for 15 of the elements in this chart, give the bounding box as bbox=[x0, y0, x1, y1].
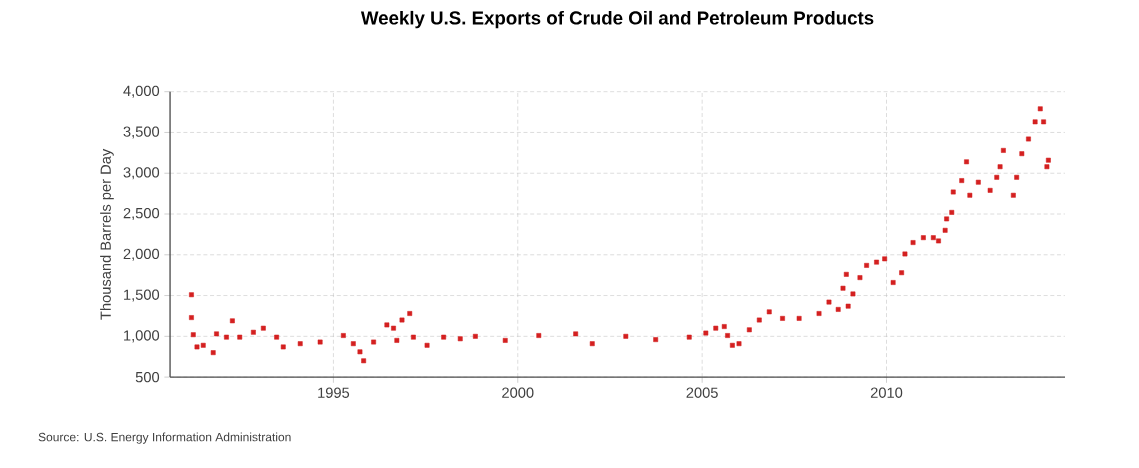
x-tick-label: 2005 bbox=[686, 387, 718, 398]
y-tick-label: 500 bbox=[135, 371, 160, 383]
x-tick-label: 2010 bbox=[870, 387, 903, 398]
x-tick-label: 2000 bbox=[502, 387, 534, 398]
y-tick-label: 1,000 bbox=[124, 330, 160, 343]
x-tick-label: 1995 bbox=[318, 387, 350, 398]
chart-title: Weekly U.S. Exports of Crude Oil and Petroleum Products bbox=[360, 10, 874, 29]
y-tick-label: 3,500 bbox=[123, 126, 160, 139]
y-tick-label: 2,000 bbox=[123, 248, 160, 261]
y-tick-label: 4,000 bbox=[123, 85, 160, 98]
y-tick-label: 1,500 bbox=[124, 289, 160, 302]
y-tick-label: 3,000 bbox=[123, 167, 160, 180]
source-note: Source: U.S. Energy Information Administration bbox=[38, 432, 291, 444]
y-axis-title: Thousand Barrels per Day bbox=[100, 148, 114, 320]
y-tick-label: 2,500 bbox=[123, 207, 160, 221]
